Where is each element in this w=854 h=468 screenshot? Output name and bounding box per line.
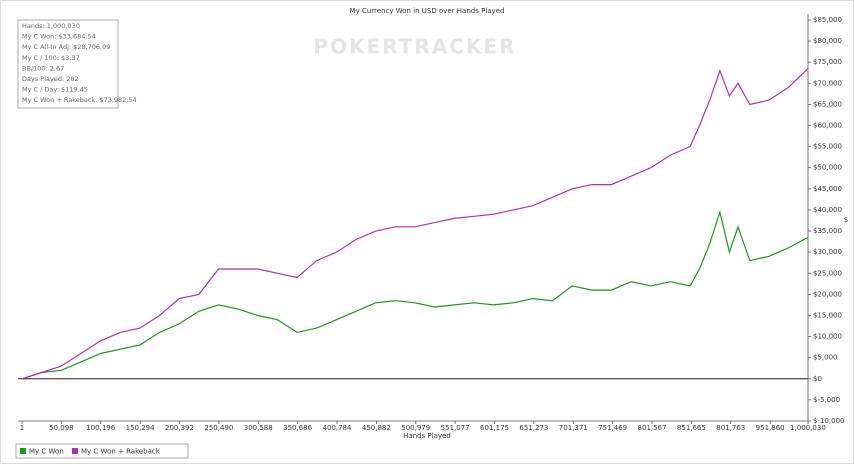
info-lines: Hands: 1,000,030 My C Won: $33,684.54 My C…	[22, 22, 137, 104]
y-tick-label: $75,000	[813, 58, 842, 66]
x-tick-label: 350,686	[283, 424, 312, 432]
y-tick-label: $-5,000	[813, 396, 840, 404]
legend-swatch	[72, 448, 78, 454]
y-tick-label: $30,000	[813, 248, 842, 256]
series-line	[21, 68, 809, 380]
y-tick-label: $25,000	[813, 269, 842, 277]
x-tick-label: 300,588	[244, 424, 273, 432]
y-tick-label: $55,000	[813, 143, 842, 151]
x-axis-label: Hands Played	[403, 432, 451, 440]
y-tick-label: $50,000	[813, 164, 842, 172]
x-tick-label: 200,392	[165, 424, 194, 432]
info-line: My C Won: $33,684.54	[22, 33, 96, 41]
info-line: My C / 100: $3.37	[22, 54, 80, 62]
x-tick-label: 801,763	[716, 424, 745, 432]
y-tick-label: $60,000	[813, 122, 842, 130]
y-tick-label: $5,000	[813, 354, 838, 362]
x-tick-label: 500,979	[401, 424, 430, 432]
legend-label: My C Won	[29, 448, 64, 456]
y-tick-label: $10,000	[813, 333, 842, 341]
x-tick-label: 250,490	[204, 424, 233, 432]
info-line: My C Won + Rakeback: $73,982.54	[22, 96, 137, 104]
x-tick-label: 651,273	[519, 424, 548, 432]
y-tick-label: $40,000	[813, 206, 842, 214]
x-tick-label: 601,175	[480, 424, 509, 432]
y-tick-label: $0	[813, 375, 822, 383]
legend-label: My C Won + Rakeback	[81, 448, 161, 456]
x-tick-label: 801,567	[638, 424, 667, 432]
y-tick-label: $-10,000	[813, 417, 844, 425]
chart-title: My Currency Won in USD over Hands Played	[350, 7, 505, 15]
x-tick-label: 450,882	[362, 424, 391, 432]
y-axis-label: $	[844, 216, 848, 224]
info-line: Days Played: 282	[22, 75, 79, 83]
info-line: Hands: 1,000,030	[22, 22, 80, 30]
y-tick-label: $85,000	[813, 16, 842, 24]
y-tick-label: $45,000	[813, 185, 842, 193]
x-tick-label: 400,784	[323, 424, 352, 432]
y-tick-label: $80,000	[813, 37, 842, 45]
legend	[15, 443, 189, 459]
y-tick-label: $65,000	[813, 100, 842, 108]
info-line: My C / Day: $119.45	[22, 86, 88, 94]
x-tick-label: 150,294	[126, 424, 155, 432]
y-tick-label: $70,000	[813, 79, 842, 87]
x-tick-label: 50,098	[49, 424, 74, 432]
x-tick-label: 701,371	[559, 424, 588, 432]
x-tick-label: 751,469	[598, 424, 627, 432]
info-line: My C All-In Adj: $28,706.09	[22, 43, 110, 51]
y-tick-label: $15,000	[813, 311, 842, 319]
x-tick-label: 1	[20, 424, 24, 432]
y-tick-label: $35,000	[813, 227, 842, 235]
y-tick-label: $20,000	[813, 290, 842, 298]
series-line	[21, 209, 809, 380]
legend-swatch	[20, 448, 26, 454]
info-box	[17, 19, 119, 109]
x-tick-label: 851,665	[677, 424, 706, 432]
x-tick-label: 100,196	[86, 424, 115, 432]
x-tick-label: 1,000,030	[790, 424, 826, 432]
info-line: BB/100: 2.67	[22, 64, 64, 72]
x-tick-label: 551,077	[441, 424, 470, 432]
x-tick-label: 951,860	[756, 424, 785, 432]
watermark: POKERTRACKER	[313, 35, 516, 59]
